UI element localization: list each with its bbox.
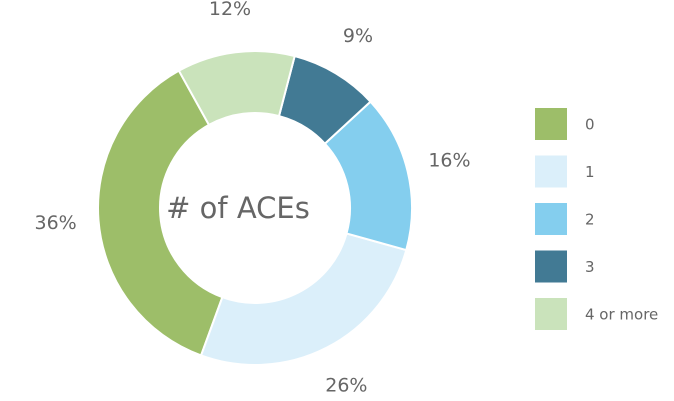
- legend-swatch: [535, 298, 567, 330]
- legend-swatch: [535, 203, 567, 235]
- legend-swatch: [535, 250, 567, 283]
- legend-label: 4 or more: [585, 306, 658, 324]
- value-label: 9%: [343, 25, 373, 47]
- donut-segment: [177, 50, 296, 127]
- value-label: 36%: [34, 212, 76, 234]
- donut-segment: [199, 232, 408, 366]
- value-label: 26%: [325, 374, 367, 396]
- legend-label: 1: [585, 163, 595, 181]
- legend-label: 2: [585, 211, 595, 229]
- legend-label: 3: [585, 258, 595, 276]
- value-label: 12%: [209, 0, 251, 20]
- value-label: 16%: [428, 150, 470, 172]
- donut-segment: [97, 69, 224, 357]
- legend-label: 0: [585, 116, 595, 134]
- chart-title: # of ACEs: [166, 191, 310, 225]
- legend-swatch: [535, 155, 567, 188]
- legend-swatch: [535, 108, 567, 140]
